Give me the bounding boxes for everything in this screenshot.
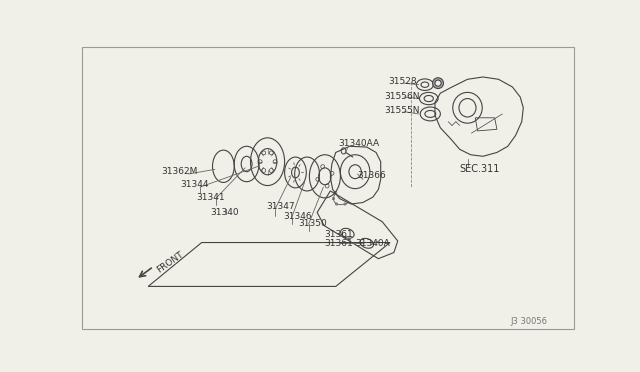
Text: SEC.311: SEC.311 (460, 164, 500, 174)
Text: J3 30056: J3 30056 (510, 317, 547, 326)
Ellipse shape (435, 80, 441, 86)
Text: 31361: 31361 (324, 230, 353, 238)
Text: 31366: 31366 (358, 171, 386, 180)
Text: 31340: 31340 (210, 208, 239, 217)
Text: 31346: 31346 (283, 212, 312, 221)
Text: 31340AA: 31340AA (338, 139, 379, 148)
Text: FRONT: FRONT (155, 250, 186, 275)
Text: 31362M: 31362M (161, 167, 198, 176)
Text: 31528: 31528 (388, 77, 417, 86)
Text: 31361: 31361 (324, 239, 353, 248)
Text: 31341: 31341 (196, 193, 225, 202)
Text: 31344: 31344 (180, 180, 209, 189)
Ellipse shape (433, 78, 444, 89)
Text: 31340A: 31340A (355, 239, 390, 248)
Text: 31347: 31347 (266, 202, 294, 211)
Text: 31350: 31350 (298, 219, 327, 228)
Text: 31556N: 31556N (385, 92, 420, 101)
Text: 31555N: 31555N (385, 106, 420, 115)
